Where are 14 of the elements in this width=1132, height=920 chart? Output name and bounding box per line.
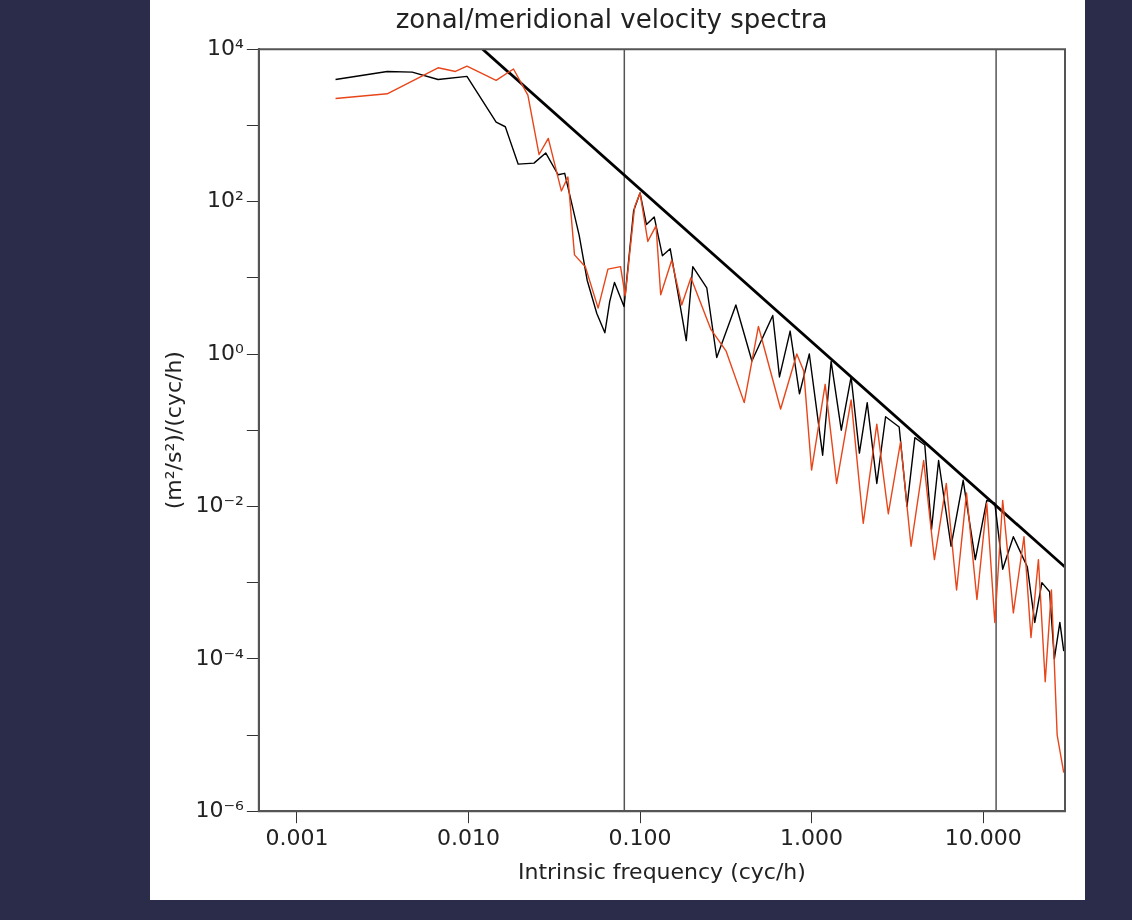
x-axis-title: Intrinsic frequency (cyc/h) xyxy=(517,858,806,884)
x-tick-label: 10.000 xyxy=(944,825,1022,851)
y-tick-label: 10⁻² xyxy=(195,492,244,518)
y-tick-label: 10⁴ xyxy=(207,34,244,60)
x-tick-label: 0.100 xyxy=(608,825,672,851)
x-tick-label: 0.001 xyxy=(265,825,329,851)
y-tick-label: 10⁻⁶ xyxy=(195,796,244,822)
chart-title: zonal/meridional velocity spectra xyxy=(395,4,828,35)
x-tick-label: 0.010 xyxy=(436,825,500,851)
x-tick-label: 1.000 xyxy=(780,825,844,851)
y-tick-label: 10⁰ xyxy=(207,339,244,365)
y-tick-label: 10² xyxy=(207,187,244,213)
y-axis-title: (m²/s²)/(cyc/h) xyxy=(160,351,186,510)
y-tick-label: 10⁻⁴ xyxy=(195,644,244,670)
